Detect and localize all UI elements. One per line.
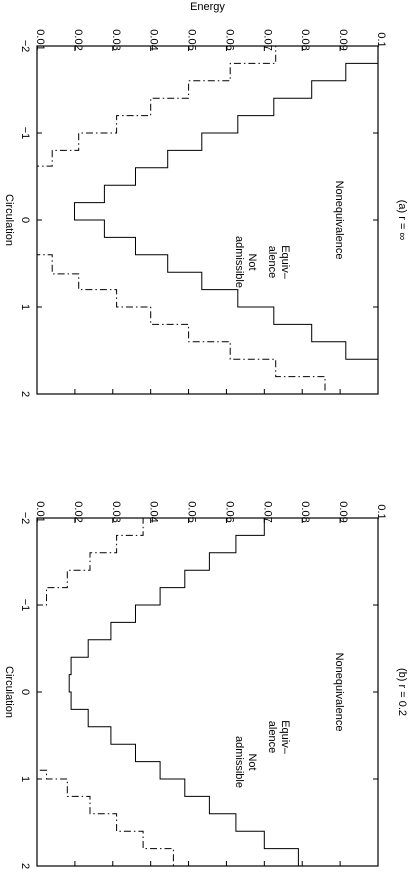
circulation-tick-label: −2 [19,40,31,53]
admissibility-boundary-line [36,517,174,866]
region-annotation: alence [266,721,278,753]
energy-tick-label: 0.1 [375,504,387,519]
circulation-tick-label: 2 [19,391,31,397]
region-annotation: alence [266,246,278,278]
x-axis-label: Circulation [3,666,15,718]
panel-a: 0.01 0.02 0.03 0.04 0.05 0.06 0.07 0.08 0.09 0.1 −… [3,1,408,397]
energy-tick-label: 0.04 [148,501,160,522]
energy-tick-label: 0.06 [223,501,235,522]
energy-tick-label: 0.08 [299,501,311,522]
energy-tick-label: 0.09 [337,29,349,50]
energy-tick-label: 0.01 [34,29,46,50]
energy-tick-label: 0.03 [110,29,122,50]
energy-tick-label: 0.04 [148,29,160,50]
y-axis-label: Energy [190,1,225,13]
energy-tick-label: 0.02 [72,29,84,50]
energy-tick-label: 0.05 [186,29,198,50]
region-annotation: Nonequivalence [333,653,345,732]
circulation-tick-label: −1 [19,599,31,612]
panel-label: (a) r = ∞ [396,200,408,241]
region-annotation: admissible [233,736,245,788]
admissibility-boundary-line [36,45,326,394]
circulation-tick-label: 2 [19,863,31,869]
circulation-tick-label: 0 [19,217,31,223]
x-axis-label: Circulation [3,194,15,246]
panel-b: 0.01 0.02 0.03 0.04 0.05 0.06 0.07 0.08 0.09 0.1 −… [3,501,408,869]
circulation-tick-label: 1 [19,304,31,310]
energy-tick-label: 0.06 [223,29,235,50]
energy-tick-label: 0.07 [261,29,273,50]
energy-tick-label: 0.09 [337,501,349,522]
energy-tick-label: 0.07 [261,501,273,522]
equivalence-boundary-line [68,517,299,866]
panel-label: (b) r = 0.2 [396,668,408,716]
region-annotation: Equiv– [279,720,291,755]
energy-tick-label: 0.02 [72,501,84,522]
circulation-tick-label: −2 [19,512,31,525]
circulation-tick-label: −1 [19,127,31,140]
energy-tick-label: 0.03 [110,501,122,522]
circulation-tick-label: 0 [19,689,31,695]
energy-tick-label: 0.01 [34,501,46,522]
region-annotation: Nonequivalence [333,181,345,260]
equivalence-boundary-line [74,62,379,377]
circulation-tick-label: 1 [19,776,31,782]
energy-tick-label: 0.08 [299,29,311,50]
region-annotation: admissible [233,236,245,288]
region-annotation: Not [246,753,258,770]
region-annotation: Equiv– [279,245,291,280]
region-annotation: Not [246,253,258,270]
energy-tick-label: 0.05 [186,501,198,522]
energy-tick-label: 0.1 [375,32,387,47]
